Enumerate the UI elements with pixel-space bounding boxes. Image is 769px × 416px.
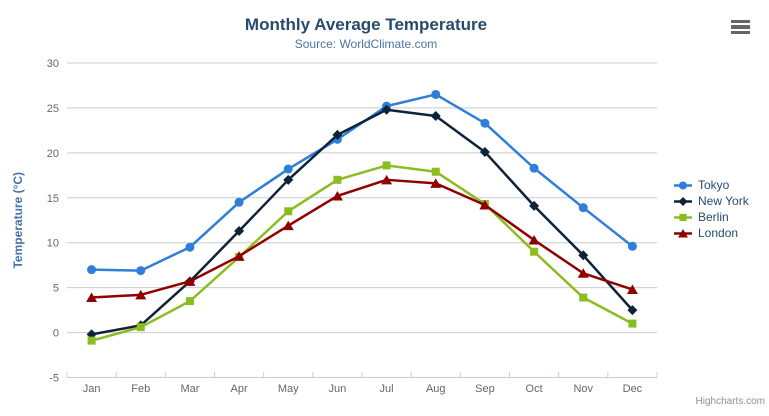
export-menu-button[interactable] [731, 20, 750, 34]
data-point-marker-square[interactable] [679, 213, 687, 221]
hamburger-icon [731, 25, 750, 29]
data-point-marker-square[interactable] [185, 297, 194, 306]
data-point-marker-square[interactable] [136, 323, 145, 332]
data-point-marker-diamond[interactable] [234, 226, 245, 237]
data-point-marker-diamond[interactable] [430, 111, 441, 122]
y-axis-tick-label: -5 [49, 373, 59, 385]
y-axis-tick-label: 0 [53, 328, 59, 340]
data-point-marker-triangle[interactable] [430, 178, 442, 188]
series-london[interactable] [86, 174, 638, 303]
data-point-marker-diamond[interactable] [381, 104, 392, 115]
data-point-marker-circle[interactable] [234, 197, 244, 207]
legend-label: London [698, 226, 739, 240]
legend-label: Tokyo [698, 178, 730, 192]
data-point-marker-circle[interactable] [480, 118, 490, 128]
x-axis-tick-label: Mar [180, 383, 199, 395]
series-line-london[interactable] [90, 178, 634, 299]
legend: Tokyo New York Berlin London [673, 177, 749, 241]
series-line-new-york[interactable] [90, 108, 634, 336]
x-axis-tick-label: Feb [131, 383, 150, 395]
data-point-marker-diamond[interactable] [332, 129, 343, 140]
data-point-marker-triangle[interactable] [678, 228, 688, 238]
x-axis-tick-label: Jun [329, 383, 347, 395]
x-axis-tick-label: Jul [380, 383, 394, 395]
data-point-marker-triangle[interactable] [626, 284, 638, 294]
series-line-tokyo[interactable] [90, 93, 634, 272]
data-point-marker-triangle[interactable] [381, 174, 393, 185]
hamburger-icon [731, 30, 750, 34]
data-point-marker-triangle[interactable] [233, 251, 245, 261]
data-point-marker-triangle[interactable] [331, 190, 343, 201]
x-axis-tick-label: Jan [83, 383, 101, 395]
x-axis-tick-label: Nov [573, 383, 593, 395]
berlin-series-marker-icon [674, 213, 692, 221]
x-axis-tick-label: Apr [231, 383, 248, 395]
y-axis-tick-label: 25 [47, 103, 59, 115]
data-point-marker-square[interactable] [333, 175, 342, 184]
legend-item-tokyo[interactable]: Tokyo [673, 177, 749, 193]
legend-label: New York [698, 194, 749, 208]
y-axis-tick-label: 20 [47, 148, 59, 160]
data-point-marker-circle[interactable] [627, 241, 637, 251]
data-point-marker-circle[interactable] [529, 163, 539, 173]
hamburger-icon [731, 20, 750, 24]
data-point-marker-circle[interactable] [283, 164, 293, 174]
data-point-marker-diamond[interactable] [529, 200, 540, 211]
data-point-marker-circle[interactable] [136, 266, 146, 276]
y-axis-tick-label: 10 [47, 238, 59, 250]
data-point-marker-triangle[interactable] [577, 268, 589, 278]
data-point-marker-square[interactable] [382, 161, 391, 170]
data-point-marker-diamond[interactable] [578, 250, 589, 261]
legend-item-london[interactable]: London [673, 225, 749, 241]
data-point-marker-circle[interactable] [431, 89, 441, 99]
data-point-marker-triangle[interactable] [528, 235, 540, 245]
y-axis-tick-label: 15 [47, 193, 59, 205]
credits-link[interactable]: Highcharts.com [695, 396, 765, 407]
data-point-marker-circle[interactable] [678, 180, 688, 190]
data-point-marker-circle[interactable] [578, 203, 588, 213]
chart-subtitle: Source: WorldClimate.com [294, 37, 438, 51]
data-point-marker-diamond[interactable] [627, 305, 638, 316]
data-point-marker-square[interactable] [628, 319, 637, 328]
data-point-marker-triangle[interactable] [479, 199, 491, 210]
series-tokyo[interactable] [87, 89, 637, 276]
data-point-marker-triangle[interactable] [135, 289, 147, 300]
data-point-marker-circle[interactable] [185, 242, 195, 252]
x-axis-tick-label: Sep [475, 383, 495, 395]
legend-label: Berlin [698, 210, 729, 224]
y-axis-tick-label: 5 [53, 283, 59, 295]
legend-item-berlin[interactable]: Berlin [673, 209, 749, 225]
x-axis-tick-label: Dec [623, 383, 643, 395]
data-point-marker-square[interactable] [579, 293, 588, 302]
data-point-marker-circle[interactable] [87, 265, 97, 275]
legend-item-new-york[interactable]: New York [673, 193, 749, 209]
y-axis-tick-label: 30 [47, 58, 59, 70]
x-axis-tick-label: Oct [526, 383, 543, 395]
chart-title: Monthly Average Temperature [244, 15, 488, 34]
x-axis-tick-label: May [278, 383, 299, 395]
data-point-marker-diamond[interactable] [479, 146, 490, 157]
data-point-marker-square[interactable] [431, 167, 440, 176]
series-new-york[interactable] [86, 104, 638, 340]
data-point-marker-square[interactable] [87, 336, 96, 345]
data-point-marker-diamond[interactable] [283, 174, 294, 185]
new-york-series-marker-icon [674, 196, 692, 206]
data-point-marker-triangle[interactable] [184, 276, 196, 286]
data-point-marker-triangle[interactable] [86, 292, 98, 303]
tokyo-series-marker-icon [674, 180, 692, 190]
data-point-marker-square[interactable] [284, 207, 293, 216]
data-point-marker-triangle[interactable] [282, 220, 294, 231]
x-axis-tick-label: Aug [426, 383, 446, 395]
y-axis-title: Temperature (°C) [11, 172, 25, 269]
london-series-marker-icon [674, 228, 692, 238]
data-point-marker-diamond[interactable] [678, 196, 688, 206]
series-line-berlin[interactable] [90, 164, 634, 342]
data-point-marker-square[interactable] [530, 247, 539, 256]
